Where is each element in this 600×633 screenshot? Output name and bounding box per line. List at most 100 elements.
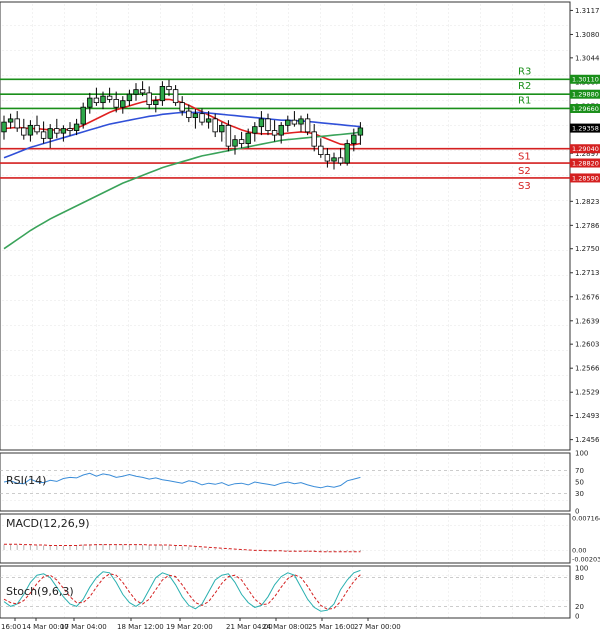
candle-bull: [192, 113, 199, 118]
price-tick-label: 1.28230: [575, 198, 600, 206]
candle-bear: [212, 118, 218, 133]
price-tick-label: 1.26030: [575, 341, 600, 349]
level-name-r3: R3: [518, 66, 531, 77]
candle-bear: [179, 102, 185, 112]
level-price-label-s3: 1.28590: [572, 174, 599, 182]
macd-signal-line: [4, 543, 361, 553]
candle-bull: [205, 118, 212, 123]
level-name-s2: S2: [518, 166, 531, 177]
candle-bear: [225, 124, 232, 147]
candle-bull: [133, 89, 139, 95]
level-price-tag-s2: [570, 158, 600, 168]
candle-bull: [73, 123, 80, 131]
candle-bear: [271, 130, 278, 136]
rsi-axis-label: 70: [575, 467, 584, 475]
macd-frame: [0, 513, 571, 564]
price-tick-label: 1.25290: [575, 389, 600, 397]
candle-bull: [258, 118, 265, 128]
price-tick-label: 1.26760: [575, 293, 600, 301]
price-tick-label: 1.25660: [575, 365, 600, 373]
candle-bear: [40, 131, 47, 139]
candle-bear: [34, 124, 40, 133]
candle-bear: [166, 86, 172, 91]
candle-bear: [265, 118, 271, 131]
time-tick-label: 16:00: [1, 623, 21, 631]
candle-bull: [80, 106, 86, 125]
rsi-frame: [0, 452, 571, 512]
candle-bear: [304, 118, 311, 133]
candle-bear: [21, 127, 27, 136]
candle-bull: [153, 100, 159, 105]
price-tick-label: 1.27130: [575, 269, 600, 277]
candle-bull: [1, 121, 7, 133]
rsi-axis-label: 100: [575, 450, 588, 458]
candle-bull: [278, 124, 284, 136]
rsi-axis-label: 30: [575, 490, 584, 498]
candle-bear: [93, 97, 100, 104]
price-tick-label: 1.30800: [575, 31, 600, 39]
level-price-label-s1: 1.29040: [572, 145, 599, 153]
level-name-s3: S3: [518, 181, 531, 192]
price-tick-label: 1.31170: [575, 7, 600, 15]
macd-axis-label: -0.00203: [572, 556, 600, 564]
stoch-title: Stoch(9,6,3): [6, 585, 74, 598]
candle-bear: [199, 113, 205, 123]
candle-bull: [357, 127, 364, 136]
time-tick-label: 27 Mar 00:00: [354, 623, 401, 631]
rsi-axis-label: 50: [575, 479, 584, 487]
rsi-line: [3, 472, 361, 489]
time-tick-label: 25 Mar 16:00: [308, 623, 355, 631]
candle-bull: [87, 97, 93, 108]
candle-bull: [126, 93, 133, 102]
candle-bull: [232, 139, 238, 147]
level-name-r2: R2: [518, 81, 531, 92]
candle-bear: [106, 95, 113, 100]
stoch-signal-line: [3, 573, 361, 610]
current-price-label: 1.29358: [572, 124, 599, 132]
rsi-axis-label: 0: [575, 508, 579, 516]
rsi-title: RSI(14): [6, 474, 46, 487]
level-price-tag-r3: [570, 74, 600, 84]
stoch-axis-label: 0: [575, 613, 579, 621]
level-price-label-r2: 1.29880: [572, 90, 599, 98]
macd-axis-label: 0.007164: [572, 515, 600, 523]
candle-bull: [245, 132, 251, 144]
stoch-frame: [0, 565, 571, 619]
candle-bear: [139, 89, 146, 94]
level-price-label-r3: 1.30110: [572, 76, 599, 84]
main-frame: [0, 1, 571, 451]
candle-bull: [298, 118, 304, 125]
stoch-main-line: [3, 569, 361, 612]
time-tick-label: 21 Mar 04:00: [226, 623, 273, 631]
time-tick-label: 19 Mar 20:00: [166, 623, 213, 631]
macd-title: MACD(12,26,9): [6, 517, 90, 530]
price-tick-label: 1.28970: [575, 150, 600, 158]
stoch-axis-label: 20: [575, 603, 584, 611]
time-tick-label: 18 Mar 12:00: [117, 623, 164, 631]
macd-panel: 0.007164 0.00 -0.00203 MACD(12,26,9): [0, 513, 600, 564]
stoch-axis-label: 100: [575, 565, 588, 573]
price-tick-label: 1.26390: [575, 317, 600, 325]
level-name-s1: S1: [518, 152, 531, 163]
candle-bear: [311, 131, 317, 147]
level-price-label-s2: 1.28820: [572, 159, 599, 167]
level-price-tag-r2: [570, 89, 600, 99]
candle-bull: [27, 124, 34, 136]
candle-bear: [172, 89, 179, 104]
candle-bear: [14, 118, 20, 129]
candle-bear: [113, 98, 119, 108]
candle-bull: [344, 143, 350, 164]
level-price-tag-s1: [570, 144, 600, 154]
candle-bear: [146, 92, 152, 105]
level-price-tag-r1: [570, 103, 600, 113]
price-tick-label: 1.24560: [575, 436, 600, 444]
time-tick-label: 14 Mar 00:00: [22, 623, 69, 631]
candle-bear: [67, 128, 73, 131]
candle-bull: [285, 119, 291, 126]
stoch-axis-label: 80: [575, 574, 584, 582]
candle-bear: [186, 110, 192, 118]
ma-line-ma-slow: [3, 131, 361, 250]
